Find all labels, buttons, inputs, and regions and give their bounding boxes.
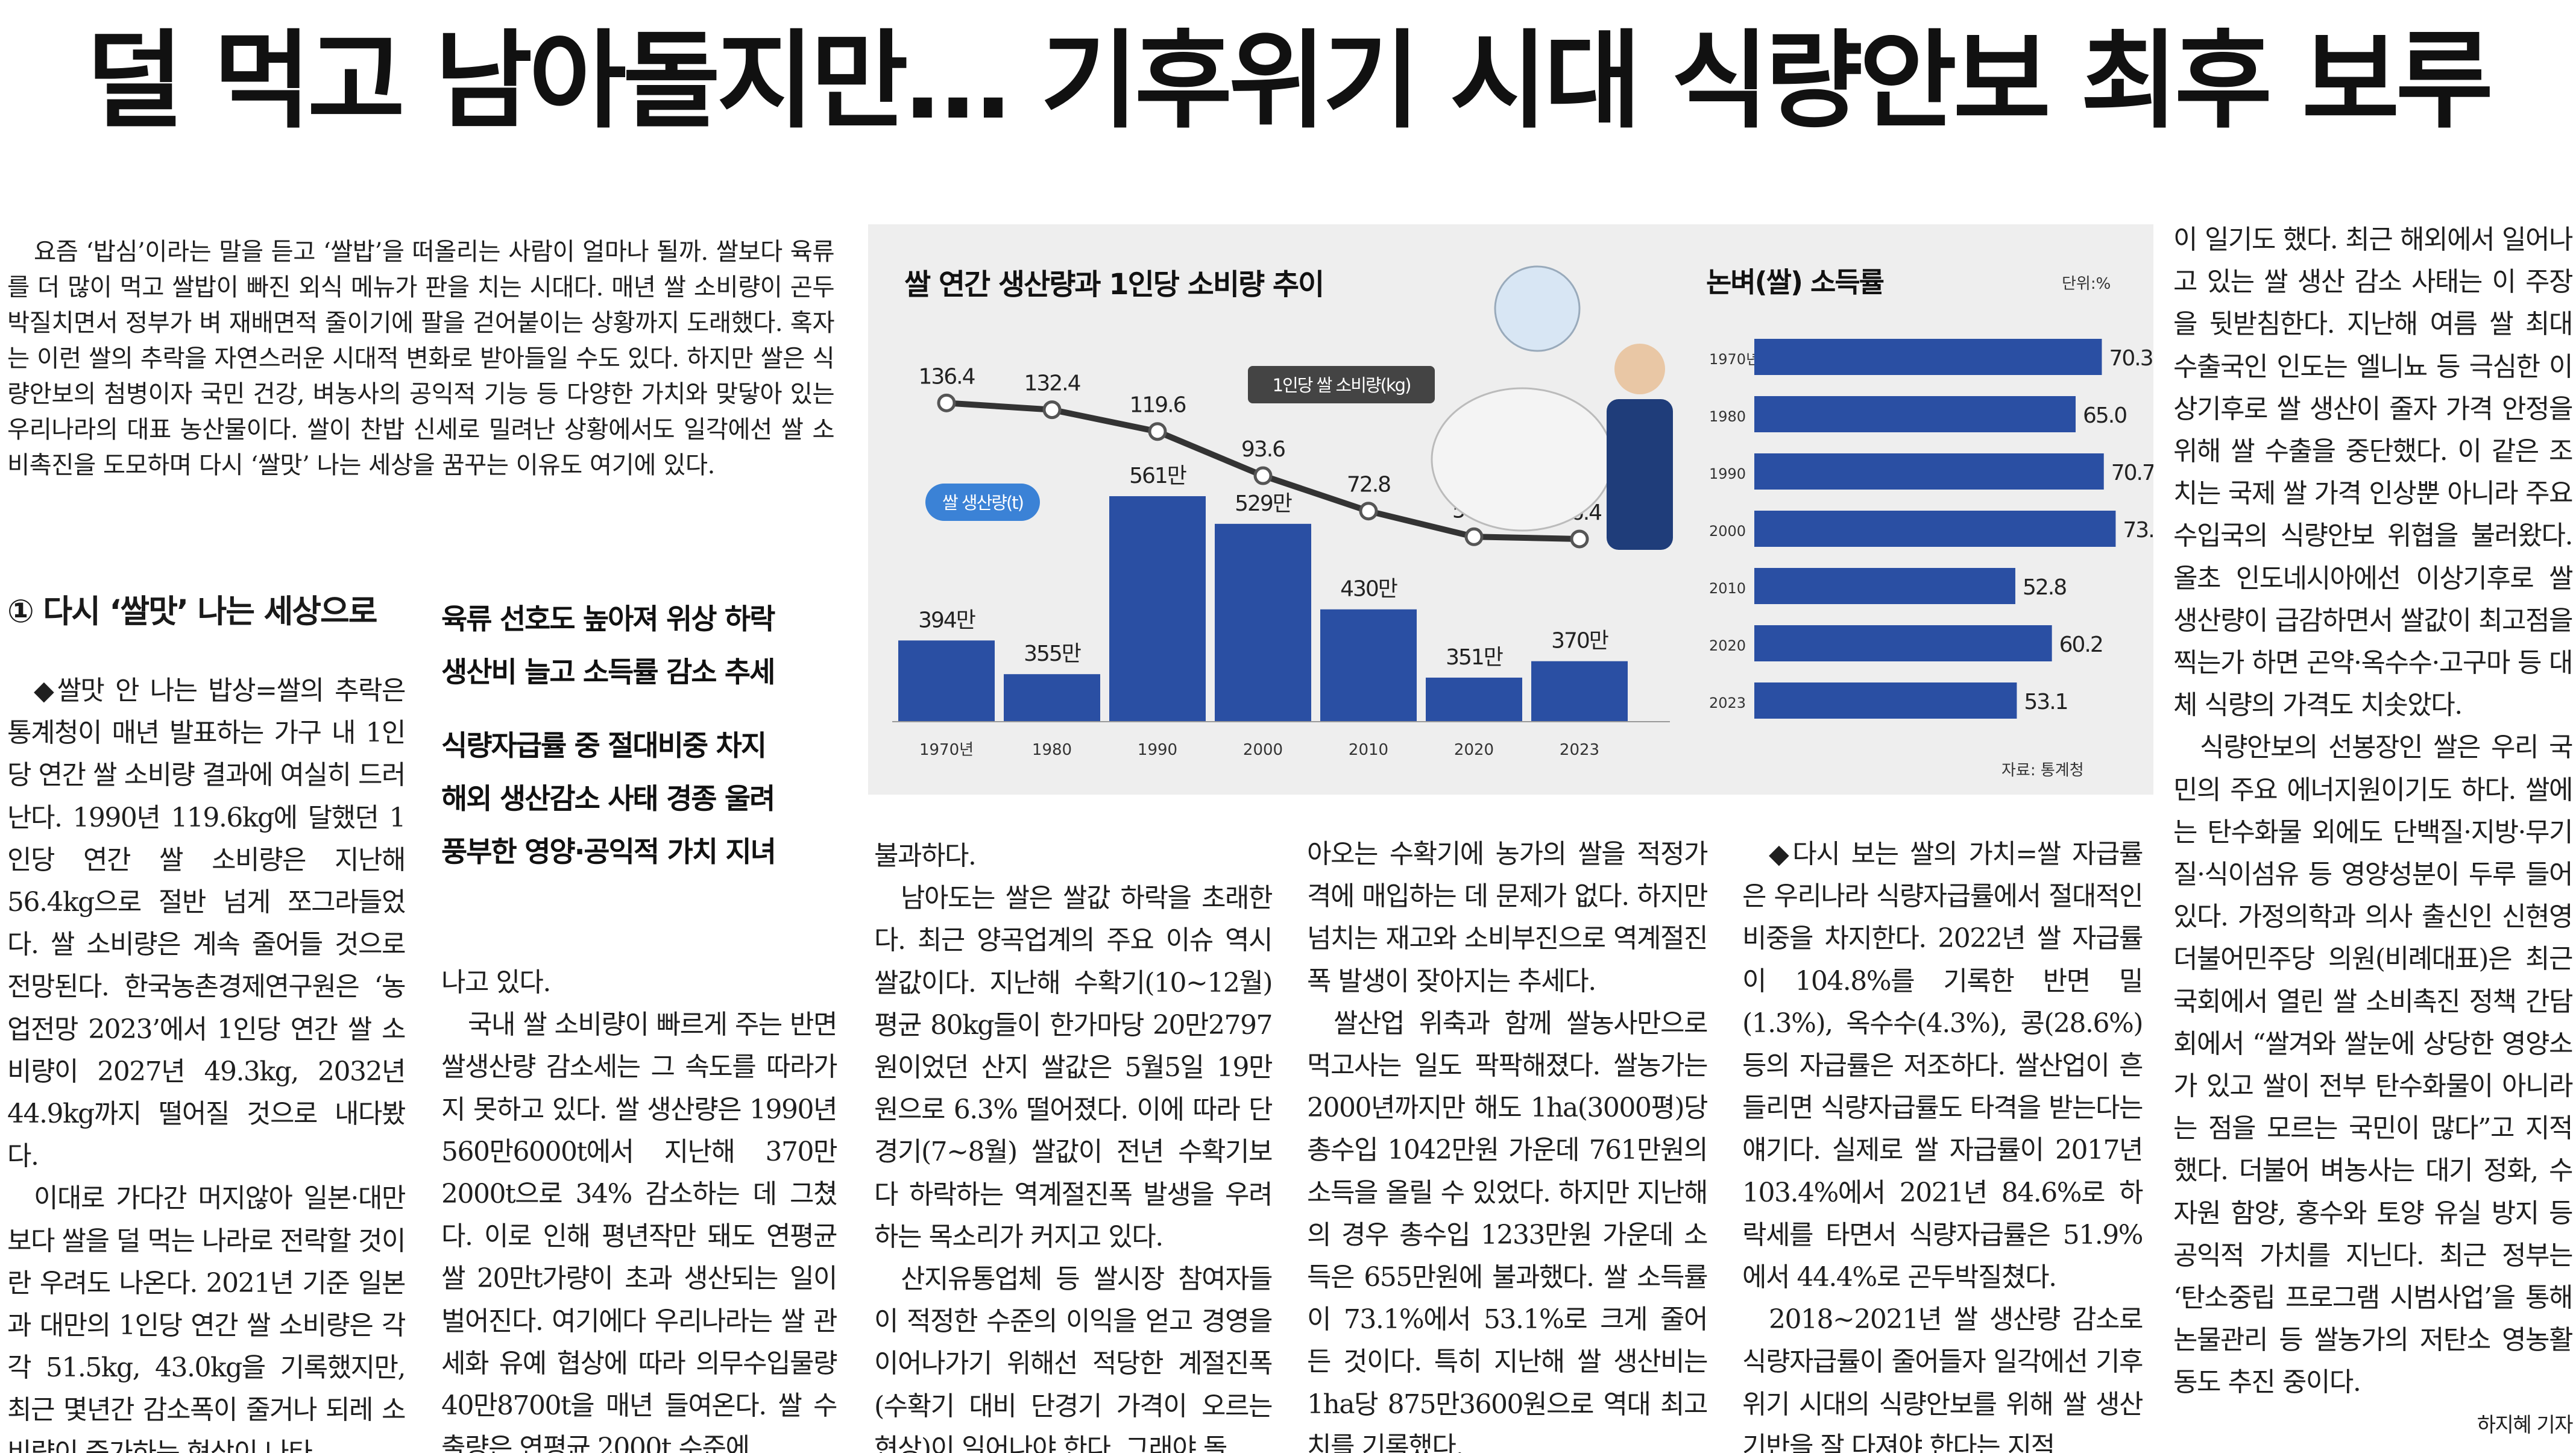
income-bar [1754, 396, 2076, 432]
production-bar [1109, 496, 1206, 722]
x-tick-label: 2023 [1560, 741, 1599, 759]
bar-value-label: 53.1 [2024, 690, 2067, 714]
subhead: 해외 생산감소 사태 경종 울려 [441, 783, 775, 816]
legend-label: 쌀 생산량(t) [942, 493, 1023, 513]
paragraph: 나고 있다. [441, 967, 551, 998]
subhead: 생산비 늘고 소득률 감소 추세 [441, 656, 775, 689]
paragraph: 2018~2021년 쌀 생산량 감소로 식량자급률이 줄어들자 일각에선 기후… [1742, 1304, 2144, 1453]
bar-value-label: 561만 [1129, 464, 1186, 488]
x-tick-label: 2010 [1349, 741, 1388, 759]
income-bar [1754, 511, 2116, 547]
y-tick-label: 2000 [1709, 523, 1746, 540]
consumption-point [1042, 400, 1062, 420]
production-bar [1215, 523, 1311, 722]
line-value-label: 136.4 [918, 364, 974, 389]
bar-value-label: 73.1 [2123, 518, 2153, 543]
paragraph: 남아도는 쌀은 쌀값 하락을 초래한다. 최근 양곡업계의 주요 이슈 역시 쌀… [874, 883, 1273, 1252]
consumption-point [1464, 527, 1484, 546]
chart-title: 논벼(쌀) 소득률 [1706, 266, 1885, 298]
x-tick-label: 2020 [1454, 741, 1494, 759]
y-tick-label: 2020 [1709, 637, 1746, 654]
chart-title: 쌀 연간 생산량과 1인당 소비량 추이 [904, 268, 1324, 301]
paragraph: 불과하다. [874, 840, 977, 871]
production-legend-bubble [925, 484, 1040, 521]
consumption-point [1359, 502, 1378, 521]
bar-value-label: 52.8 [2023, 575, 2066, 600]
production-bar [1004, 674, 1100, 722]
paragraph: 국내 쌀 소비량이 빠르게 주는 반면 쌀생산량 감소세는 그 속도를 따라가지… [441, 1009, 838, 1453]
lead-paragraph: 요즘 ‘밥심’이라는 말을 듣고 ‘쌀밥’을 떠올리는 사람이 얼마나 될까. … [7, 237, 835, 479]
y-tick-label: 2023 [1709, 695, 1746, 711]
rice-bowl-icon [1431, 387, 1614, 532]
y-tick-label: 1990 [1709, 465, 1746, 482]
bar-value-label: 355만 [1024, 641, 1081, 666]
paragraph: 이대로 가다간 머지않아 일본·대만보다 쌀을 덜 먹는 나라로 전락할 것이란… [7, 1183, 406, 1453]
subheadings: 육류 선호도 높아져 위상 하락 생산비 늘고 소득률 감소 추세 식량자급률 … [441, 593, 839, 879]
y-tick-label: 1970년 [1709, 351, 1759, 368]
body-column-4: 아오는 수확기에 농가의 쌀을 적정가격에 매입하는 데 문제가 없다. 하지만… [1307, 833, 1708, 1453]
source-label: 자료: 통계청 [2001, 761, 2084, 780]
infographic: 쌀 연간 생산량과 1인당 소비량 추이 논벼(쌀) 소득률 단위:% 자료: … [868, 224, 2153, 795]
unit-label: 단위:% [2062, 275, 2111, 293]
paragraph: 산지유통업체 등 쌀시장 참여자들이 적정한 수준의 이익을 얻고 경영을 이어… [874, 1264, 1273, 1453]
bar-value-label: 70.7 [2111, 461, 2153, 485]
headline: 덜 먹고 남아돌지만… 기후위기 시대 식량안보 최후 보루 [86, 19, 2493, 143]
legend-label: 1인당 쌀 소비량(kg) [1273, 375, 1411, 396]
income-bar [1754, 625, 2052, 661]
person-head-icon [1614, 344, 1665, 394]
production-bar [1426, 677, 1522, 722]
production-bar [1531, 661, 1628, 722]
body-column-5: ◆다시 보는 쌀의 가치=쌀 자급률은 우리나라 식량자급률에서 절대적인 비중… [1742, 833, 2144, 1453]
subhead: 육류 선호도 높아져 위상 하락 [441, 603, 775, 636]
production-bar [1320, 609, 1417, 722]
production-bar [898, 640, 995, 722]
paragraph: ◆쌀맛 안 나는 밥상=쌀의 추락은 통계청이 매년 발표하는 가구 내 1인당… [7, 675, 406, 1172]
line-value-label: 132.4 [1024, 371, 1080, 396]
byline: 하지혜 기자 [2477, 1413, 2574, 1437]
x-tick-label: 2000 [1243, 741, 1283, 759]
bar-value-label: 394만 [918, 608, 975, 632]
consumption-point [1148, 422, 1167, 441]
bar-value-label: 430만 [1340, 577, 1397, 602]
paragraph: 식량안보의 선봉장인 쌀은 우리 국민의 주요 에너지원이기도 하다. 쌀에는 … [2173, 732, 2574, 1398]
y-tick-label: 1980 [1709, 408, 1746, 425]
x-tick-label: 1980 [1032, 741, 1072, 759]
consumption-point [1570, 529, 1589, 549]
y-tick-label: 2010 [1709, 580, 1746, 597]
paragraph: ◆다시 보는 쌀의 가치=쌀 자급률은 우리나라 식량자급률에서 절대적인 비중… [1742, 839, 2144, 1293]
body-column-1: ◆쌀맛 안 나는 밥상=쌀의 추락은 통계청이 매년 발표하는 가구 내 1인당… [7, 670, 406, 1453]
income-bar [1754, 453, 2104, 490]
consumption-point [937, 393, 956, 412]
line-value-label: 93.6 [1241, 437, 1285, 462]
body-column-6: 이 일기도 했다. 최근 해외에서 일어나고 있는 쌀 생산 감소 사태는 이 … [2173, 219, 2574, 1446]
chart-canvas: 394만 1970년 355만 1980 561만 1990 529만 2000 430만 201… [892, 265, 2153, 759]
subhead: 풍부한 영양·공익적 가치 지녀 [441, 836, 776, 869]
income-bar [1754, 568, 2015, 604]
body-column-2: 나고 있다. 국내 쌀 소비량이 빠르게 주는 반면 쌀생산량 감소세는 그 속… [441, 962, 838, 1453]
consumption-point [1253, 466, 1273, 485]
bar-value-label: 370만 [1551, 629, 1608, 654]
line-value-label: 72.8 [1347, 473, 1390, 497]
bar-value-label: 70.3 [2109, 346, 2152, 371]
bar-value-label: 351만 [1446, 645, 1503, 670]
x-tick-label: 1970년 [919, 741, 974, 759]
paragraph: 아오는 수확기에 농가의 쌀을 적정가격에 매입하는 데 문제가 없다. 하지만… [1307, 839, 1708, 997]
bar-value-label: 529만 [1235, 491, 1292, 516]
consumption-legend-bubble [1248, 366, 1435, 403]
section-title: ① 다시 ‘쌀맛’ 나는 세상으로 [7, 593, 378, 630]
income-bar [1754, 339, 2102, 375]
subhead: 식량자급률 중 절대비중 차지 [441, 730, 767, 763]
x-tick-label: 1990 [1138, 741, 1177, 759]
bar-value-label: 65.0 [2083, 403, 2126, 428]
paragraph: 이 일기도 했다. 최근 해외에서 일어나고 있는 쌀 생산 감소 사태는 이 … [2173, 224, 2574, 721]
line-value-label: 119.6 [1129, 393, 1185, 418]
rice-scoop-icon [1494, 265, 1581, 352]
income-bar [1754, 682, 2017, 719]
person-illustration-icon [1607, 399, 1673, 550]
body-column-3: 불과하다. 남아도는 쌀은 쌀값 하락을 초래한다. 최근 양곡업계의 주요 이… [874, 835, 1273, 1453]
bar-value-label: 60.2 [2059, 632, 2103, 657]
paragraph: 쌀산업 위축과 함께 쌀농사만으로 먹고사는 일도 팍팍해졌다. 쌀농가는 20… [1307, 1007, 1708, 1453]
